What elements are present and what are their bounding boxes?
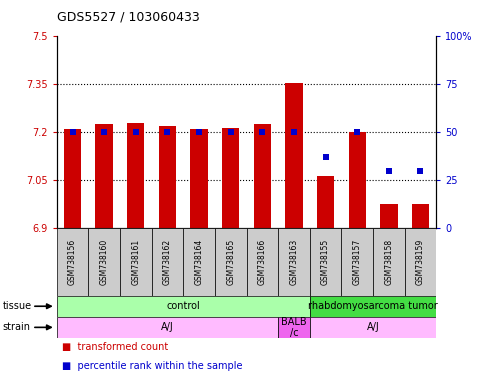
Text: GDS5527 / 103060433: GDS5527 / 103060433 (57, 10, 200, 23)
Bar (380, 205, 397, 228)
Bar (373, 228, 405, 296)
Bar (310, 296, 436, 317)
Text: GSM738161: GSM738161 (131, 239, 141, 285)
Bar (317, 176, 334, 228)
Text: rhabdomyosarcoma tumor: rhabdomyosarcoma tumor (308, 301, 438, 311)
Bar (57, 317, 278, 338)
Bar (88, 228, 120, 296)
Bar (215, 228, 246, 296)
Text: BALB
/c: BALB /c (281, 316, 307, 338)
Text: strain: strain (2, 322, 31, 333)
Bar (285, 83, 303, 228)
Text: control: control (166, 301, 200, 311)
Bar (246, 228, 278, 296)
Text: A/J: A/J (367, 322, 380, 333)
Bar (57, 296, 310, 317)
Text: GSM738162: GSM738162 (163, 239, 172, 285)
Bar (412, 205, 429, 228)
Bar (190, 129, 208, 228)
Text: A/J: A/J (161, 322, 174, 333)
Bar (405, 228, 436, 296)
Text: tissue: tissue (2, 301, 32, 311)
Bar (278, 317, 310, 338)
Text: GSM738158: GSM738158 (385, 239, 393, 285)
Bar (64, 129, 81, 228)
Text: GSM738166: GSM738166 (258, 239, 267, 285)
Bar (159, 126, 176, 228)
Bar (96, 124, 113, 228)
Text: GSM738157: GSM738157 (352, 239, 362, 285)
Bar (310, 317, 436, 338)
Bar (183, 228, 215, 296)
Text: GSM738164: GSM738164 (195, 239, 204, 285)
Bar (222, 128, 240, 228)
Bar (349, 132, 366, 228)
Bar (341, 228, 373, 296)
Text: GSM738160: GSM738160 (100, 239, 108, 285)
Bar (57, 228, 88, 296)
Bar (310, 228, 341, 296)
Bar (253, 124, 271, 228)
Text: GSM738165: GSM738165 (226, 239, 235, 285)
Text: GSM738155: GSM738155 (321, 239, 330, 285)
Bar (127, 123, 144, 228)
Text: ■  transformed count: ■ transformed count (62, 342, 168, 352)
Text: GSM738163: GSM738163 (289, 239, 298, 285)
Text: GSM738156: GSM738156 (68, 239, 77, 285)
Bar (152, 228, 183, 296)
Bar (278, 228, 310, 296)
Text: ■  percentile rank within the sample: ■ percentile rank within the sample (62, 361, 242, 371)
Bar (120, 228, 152, 296)
Text: GSM738159: GSM738159 (416, 239, 425, 285)
